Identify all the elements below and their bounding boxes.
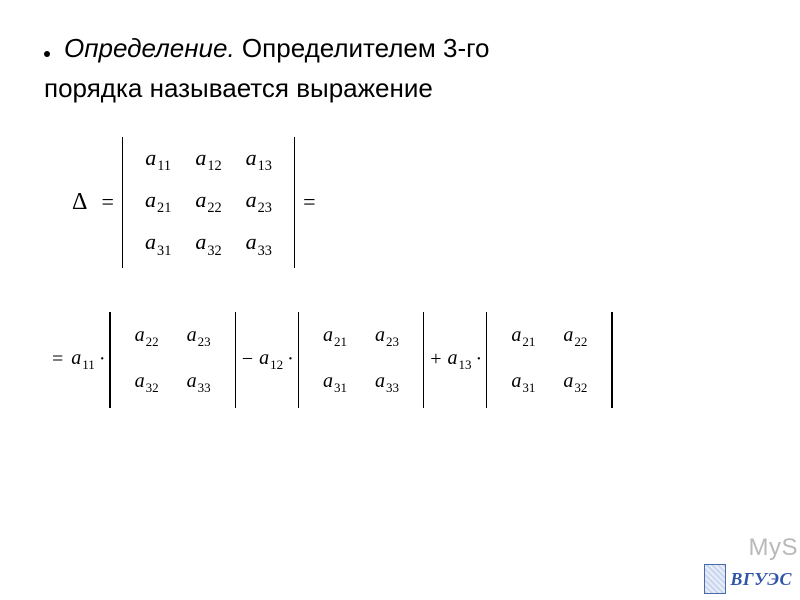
matrix-cell: a33 xyxy=(361,360,413,406)
determinant-2x2: a21a22a31a32 xyxy=(486,312,612,408)
matrix-cell: a21 xyxy=(133,181,183,223)
dot-operator: · xyxy=(287,348,294,371)
equals-sign: = xyxy=(52,348,63,371)
definition-text-1: Определителем 3-го xyxy=(235,33,490,63)
brand-text: ВГУЭС xyxy=(730,569,792,590)
definition-term: Определение. xyxy=(64,33,235,63)
determinant-3x3-equation: Δ = a11a12a13 a21a22a23 a31a32a33 = xyxy=(72,137,756,268)
determinant-3x3: a11a12a13 a21a22a23 a31a32a33 xyxy=(122,137,295,268)
equals-sign: = xyxy=(101,189,113,215)
operator: + xyxy=(430,348,441,371)
matrix-cell: a23 xyxy=(361,314,413,360)
matrix-cell: a21 xyxy=(309,314,361,360)
cofactor-expansion: =a11·a22a23a32a33−a12·a21a23a31a33+a13·a… xyxy=(44,312,756,408)
matrix-cell: a12 xyxy=(183,139,233,181)
coefficient: a12 xyxy=(259,347,283,373)
definition-heading: Определение. Определителем 3-го порядка … xyxy=(44,28,756,109)
definition-text-2: порядка называется выражение xyxy=(44,68,756,108)
matrix-cell: a23 xyxy=(234,181,284,223)
determinant-2x2: a22a23a32a33 xyxy=(109,312,235,408)
matrix-cell: a22 xyxy=(121,314,173,360)
equals-sign: = xyxy=(303,189,315,215)
matrix-cell: a31 xyxy=(309,360,361,406)
matrix-cell: a22 xyxy=(183,181,233,223)
coefficient: a11 xyxy=(71,347,95,373)
bullet-icon xyxy=(44,51,50,57)
brand-badge-icon xyxy=(704,564,726,594)
dot-operator: · xyxy=(475,348,482,371)
brand-watermark: ВГУЭС xyxy=(704,564,792,594)
matrix-cell: a13 xyxy=(234,139,284,181)
matrix-cell: a33 xyxy=(234,223,284,265)
dot-operator: · xyxy=(99,348,106,371)
matrix-cell: a31 xyxy=(133,223,183,265)
determinant-2x2: a21a23a31a33 xyxy=(298,312,424,408)
matrix-cell: a32 xyxy=(183,223,233,265)
matrix-cell: a22 xyxy=(549,314,601,360)
matrix-cell: a32 xyxy=(121,360,173,406)
matrix-cell: a21 xyxy=(497,314,549,360)
matrix-cell: a33 xyxy=(173,360,225,406)
matrix-cell: a32 xyxy=(549,360,601,406)
delta-symbol: Δ xyxy=(72,189,87,216)
matrix-cell: a23 xyxy=(173,314,225,360)
coefficient: a13 xyxy=(447,347,471,373)
watermark-partial-text: MyS xyxy=(749,534,799,562)
matrix-cell: a31 xyxy=(497,360,549,406)
matrix-cell: a11 xyxy=(133,139,183,181)
operator: − xyxy=(242,348,253,371)
